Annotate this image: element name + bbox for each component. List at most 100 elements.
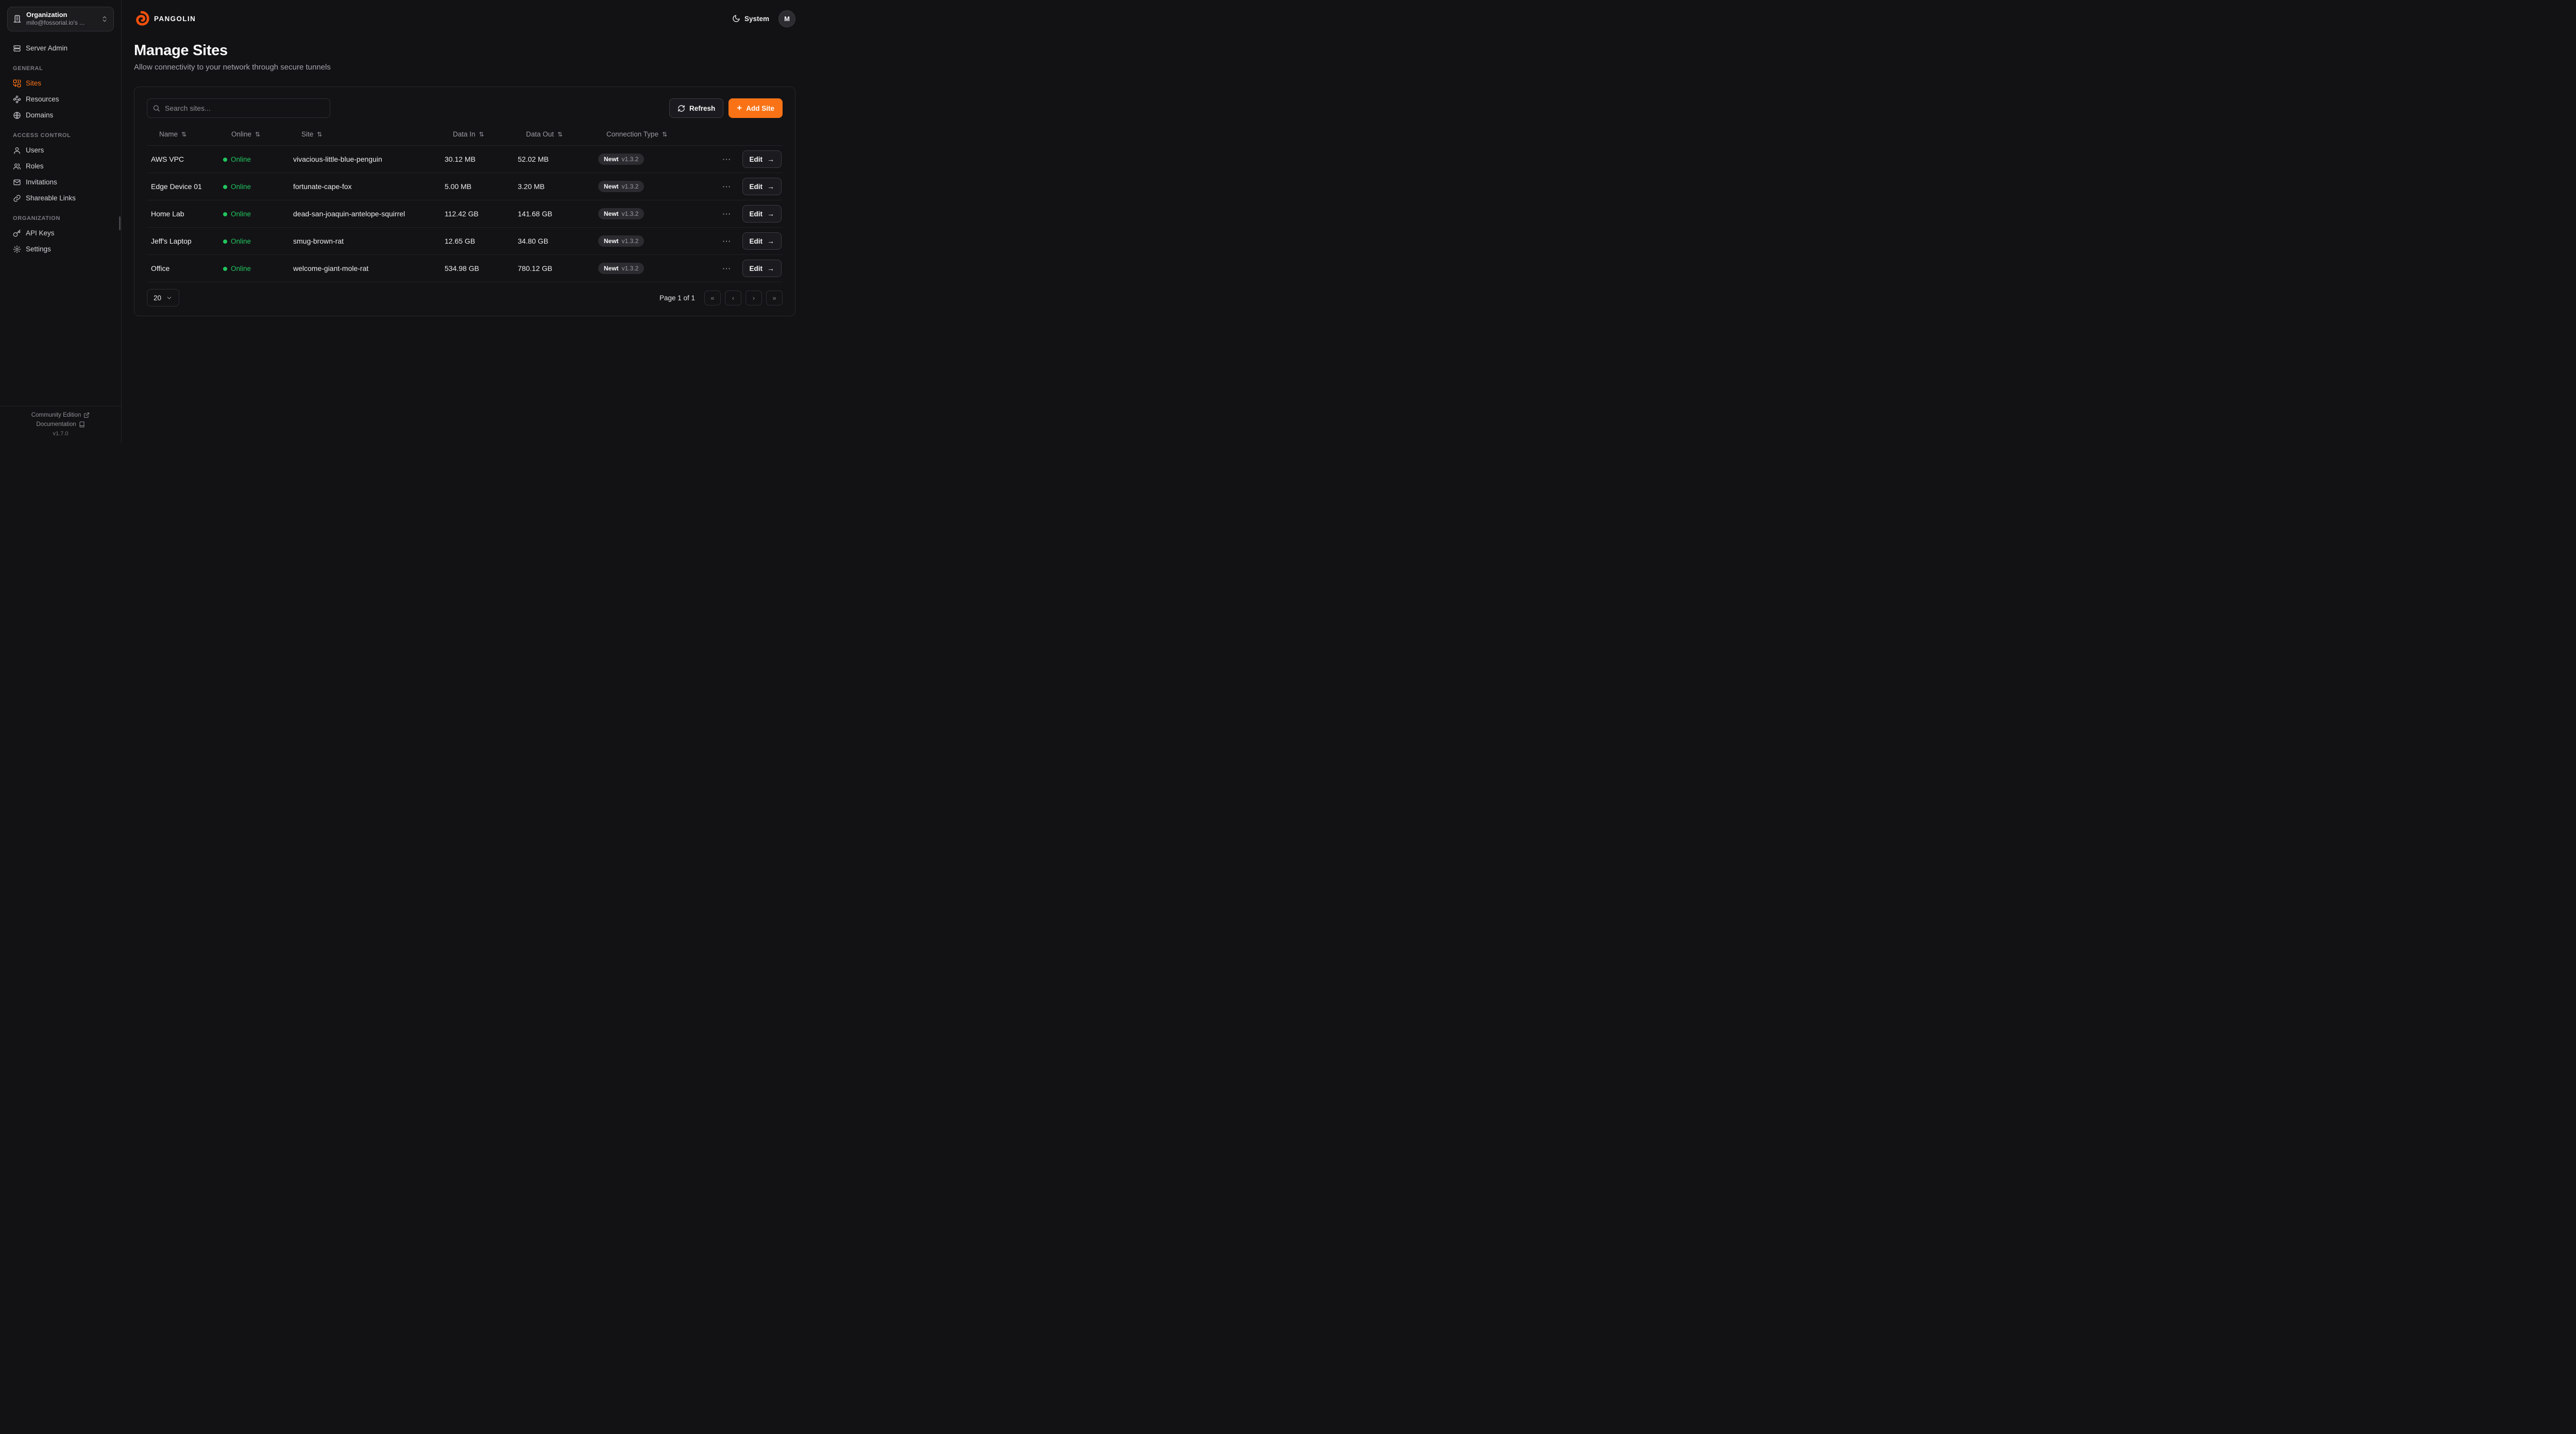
row-menu-button[interactable]: ⋯ bbox=[719, 153, 734, 166]
row-actions: ⋯ Edit → bbox=[715, 150, 783, 168]
key-icon bbox=[13, 229, 21, 237]
sidebar-scrollbar-thumb[interactable] bbox=[119, 216, 121, 230]
section-label-organization: ORGANIZATION bbox=[13, 215, 61, 221]
sort-connection-type-button[interactable]: Connection Type ⇅ bbox=[594, 130, 667, 138]
connection-version: v1.3.2 bbox=[621, 265, 639, 272]
row-menu-button[interactable]: ⋯ bbox=[719, 262, 734, 275]
previous-page-button[interactable]: ‹ bbox=[725, 290, 741, 305]
connection-type-cell: Newt v1.3.2 bbox=[594, 235, 715, 247]
online-status: Online bbox=[219, 210, 289, 218]
online-label: Online bbox=[231, 210, 251, 218]
online-dot-icon bbox=[223, 239, 227, 244]
column-header-data-in: Data In ⇅ bbox=[440, 130, 514, 138]
row-menu-button[interactable]: ⋯ bbox=[719, 235, 734, 248]
avatar-initial: M bbox=[784, 14, 790, 23]
sidebar-item-label: Resources bbox=[26, 95, 59, 104]
sidebar-item-roles[interactable]: Roles bbox=[7, 159, 114, 174]
sidebar-item-resources[interactable]: Resources bbox=[7, 92, 114, 107]
sort-data-out-button[interactable]: Data Out ⇅ bbox=[514, 130, 563, 138]
refresh-icon bbox=[677, 105, 685, 112]
sidebar-item-invitations[interactable]: Invitations bbox=[7, 175, 114, 190]
online-label: Online bbox=[231, 156, 251, 164]
sidebar-item-server-admin[interactable]: Server Admin bbox=[7, 41, 114, 56]
pagination-buttons: « ‹ › » bbox=[704, 290, 783, 305]
sidebar-item-label: Sites bbox=[26, 79, 42, 88]
edit-button[interactable]: Edit → bbox=[742, 232, 782, 250]
search-box bbox=[147, 98, 330, 118]
data-out-value: 780.12 GB bbox=[518, 264, 552, 272]
pagination: Page 1 of 1 « ‹ › » bbox=[659, 290, 783, 305]
community-edition-link[interactable]: Community Edition bbox=[31, 412, 90, 418]
row-actions: ⋯ Edit → bbox=[715, 232, 783, 250]
online-label: Online bbox=[231, 265, 251, 273]
brand: PANGOLIN bbox=[134, 11, 196, 26]
documentation-link[interactable]: Documentation bbox=[36, 421, 84, 428]
sort-name-button[interactable]: Name ⇅ bbox=[147, 130, 187, 138]
next-page-button[interactable]: › bbox=[745, 290, 762, 305]
site-name: Jeff's Laptop bbox=[151, 237, 192, 245]
connection-type-cell: Newt v1.3.2 bbox=[594, 208, 715, 219]
sidebar-item-label: Server Admin bbox=[26, 44, 68, 53]
sort-online-button[interactable]: Online ⇅ bbox=[219, 130, 260, 138]
refresh-button[interactable]: Refresh bbox=[669, 98, 724, 118]
data-out-value: 52.02 MB bbox=[518, 155, 549, 163]
row-actions: ⋯ Edit → bbox=[715, 205, 783, 223]
sidebar-item-domains[interactable]: Domains bbox=[7, 108, 114, 123]
column-label: Data In bbox=[453, 130, 476, 138]
sidebar-item-label: Invitations bbox=[26, 178, 57, 186]
edit-button[interactable]: Edit → bbox=[742, 260, 782, 277]
search-icon bbox=[152, 105, 160, 112]
sidebar-item-shareable-links[interactable]: Shareable Links bbox=[7, 191, 114, 206]
page-size-select[interactable]: 20 bbox=[147, 289, 180, 306]
sidebar-item-api-keys[interactable]: API Keys bbox=[7, 226, 114, 241]
site-slug: fortunate-cape-fox bbox=[293, 182, 352, 191]
theme-label: System bbox=[744, 14, 769, 23]
sort-data-in-button[interactable]: Data In ⇅ bbox=[440, 130, 484, 138]
data-in-value: 12.65 GB bbox=[445, 237, 476, 245]
page-subtitle: Allow connectivity to your network throu… bbox=[134, 63, 331, 72]
row-menu-button[interactable]: ⋯ bbox=[719, 180, 734, 193]
search-input[interactable] bbox=[147, 98, 330, 118]
column-label: Name bbox=[159, 130, 178, 138]
theme-toggle-button[interactable]: System bbox=[732, 14, 769, 23]
sort-icon: ⇅ bbox=[479, 130, 484, 138]
ellipsis-icon: ⋯ bbox=[722, 209, 731, 219]
user-avatar[interactable]: M bbox=[778, 10, 795, 27]
online-dot-icon bbox=[223, 212, 227, 216]
online-status: Online bbox=[219, 182, 289, 191]
documentation-label: Documentation bbox=[36, 421, 76, 428]
sidebar-item-label: Users bbox=[26, 146, 44, 155]
chevrons-right-icon: » bbox=[772, 294, 776, 302]
sidebar-item-sites[interactable]: Sites bbox=[7, 76, 114, 91]
sidebar-footer: Community Edition Documentation v1.7.0 bbox=[0, 406, 121, 443]
first-page-button[interactable]: « bbox=[704, 290, 721, 305]
main-area: PANGOLIN System M Manage Sites Allow con… bbox=[122, 0, 808, 443]
table-row: Home Lab Online dead-san-joaquin-antelop… bbox=[147, 200, 783, 228]
connection-name: Newt bbox=[604, 183, 619, 190]
moon-icon bbox=[732, 14, 740, 23]
connection-name: Newt bbox=[604, 265, 619, 272]
edit-button[interactable]: Edit → bbox=[742, 205, 782, 223]
chevrons-up-down-icon bbox=[101, 15, 108, 23]
table-row: Office Online welcome-giant-mole-rat 534… bbox=[147, 255, 783, 282]
row-menu-button[interactable]: ⋯ bbox=[719, 208, 734, 220]
edit-button[interactable]: Edit → bbox=[742, 178, 782, 195]
add-site-button[interactable]: + Add Site bbox=[728, 98, 783, 118]
edit-label: Edit bbox=[749, 210, 763, 218]
sidebar-item-settings[interactable]: Settings bbox=[7, 242, 114, 257]
connection-version: v1.3.2 bbox=[621, 237, 639, 245]
edit-button[interactable]: Edit → bbox=[742, 150, 782, 168]
org-selector[interactable]: Organization milo@fossorial.io's ... bbox=[7, 7, 114, 31]
sidebar-item-users[interactable]: Users bbox=[7, 143, 114, 158]
sites-icon bbox=[13, 79, 21, 88]
chevron-left-icon: ‹ bbox=[732, 294, 735, 302]
last-page-button[interactable]: » bbox=[766, 290, 783, 305]
ellipsis-icon: ⋯ bbox=[722, 154, 731, 164]
column-label: Data Out bbox=[526, 130, 554, 138]
column-label: Connection Type bbox=[606, 130, 659, 138]
sort-site-button[interactable]: Site ⇅ bbox=[289, 130, 322, 138]
arrow-right-icon: → bbox=[767, 210, 774, 218]
user-icon bbox=[13, 146, 21, 155]
book-icon bbox=[79, 421, 85, 428]
community-edition-label: Community Edition bbox=[31, 412, 81, 418]
